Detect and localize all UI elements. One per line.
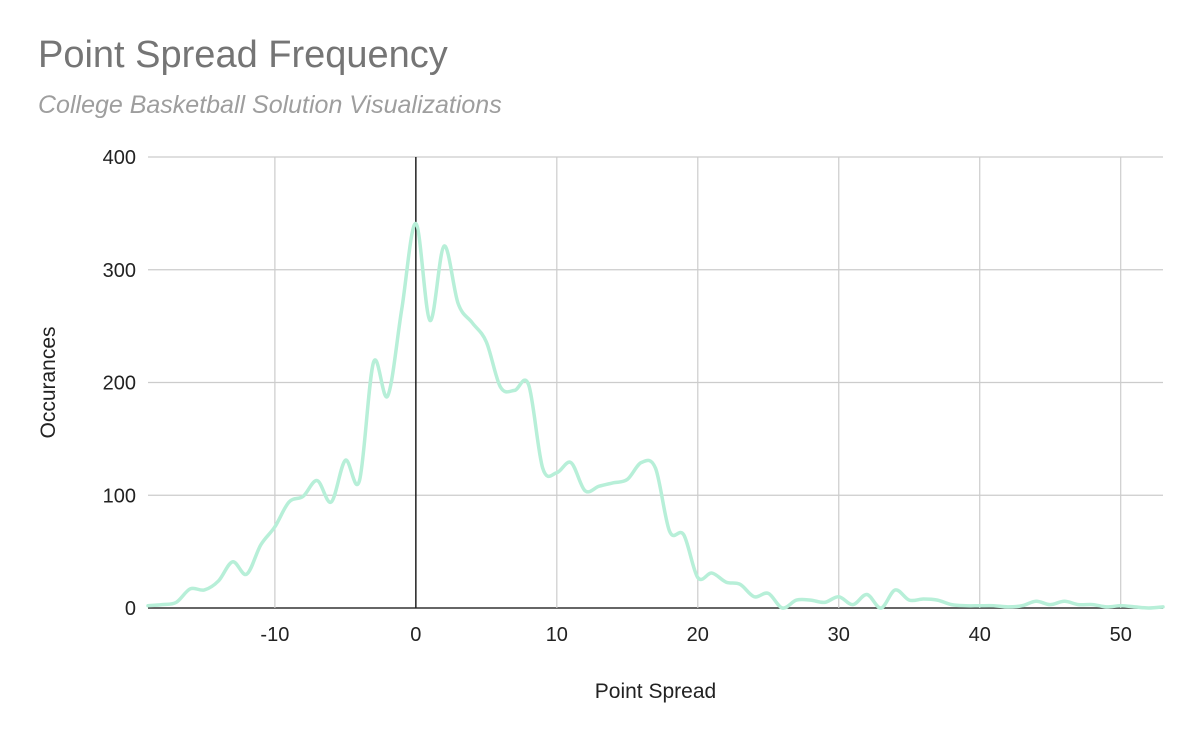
x-axis-label: Point Spread bbox=[595, 680, 716, 703]
y-tick-label: 300 bbox=[103, 260, 136, 282]
y-tick-label: 100 bbox=[103, 485, 136, 507]
x-tick-label: 40 bbox=[969, 624, 991, 646]
chart-subtitle: College Basketball Solution Visualizatio… bbox=[38, 91, 502, 119]
y-tick-label: 400 bbox=[103, 147, 136, 169]
y-tick-label: 200 bbox=[103, 373, 136, 395]
grid-lines bbox=[148, 156, 1163, 609]
x-tick-label: 10 bbox=[546, 624, 568, 646]
x-tick-label: 50 bbox=[1110, 624, 1132, 646]
series-line bbox=[146, 221, 1165, 610]
x-tick-label: 30 bbox=[828, 624, 850, 646]
x-tick-label: 20 bbox=[687, 624, 709, 646]
x-tick-label: 0 bbox=[410, 624, 421, 646]
chart-title: Point Spread Frequency bbox=[38, 34, 448, 76]
y-axis-label: Occurances bbox=[37, 326, 60, 438]
x-tick-label: -10 bbox=[260, 624, 289, 646]
y-tick-labels: 0 100 200 300 400 bbox=[103, 147, 136, 620]
x-tick-labels: -10 0 10 20 30 40 50 bbox=[260, 624, 1131, 646]
y-tick-label: 0 bbox=[125, 598, 136, 620]
